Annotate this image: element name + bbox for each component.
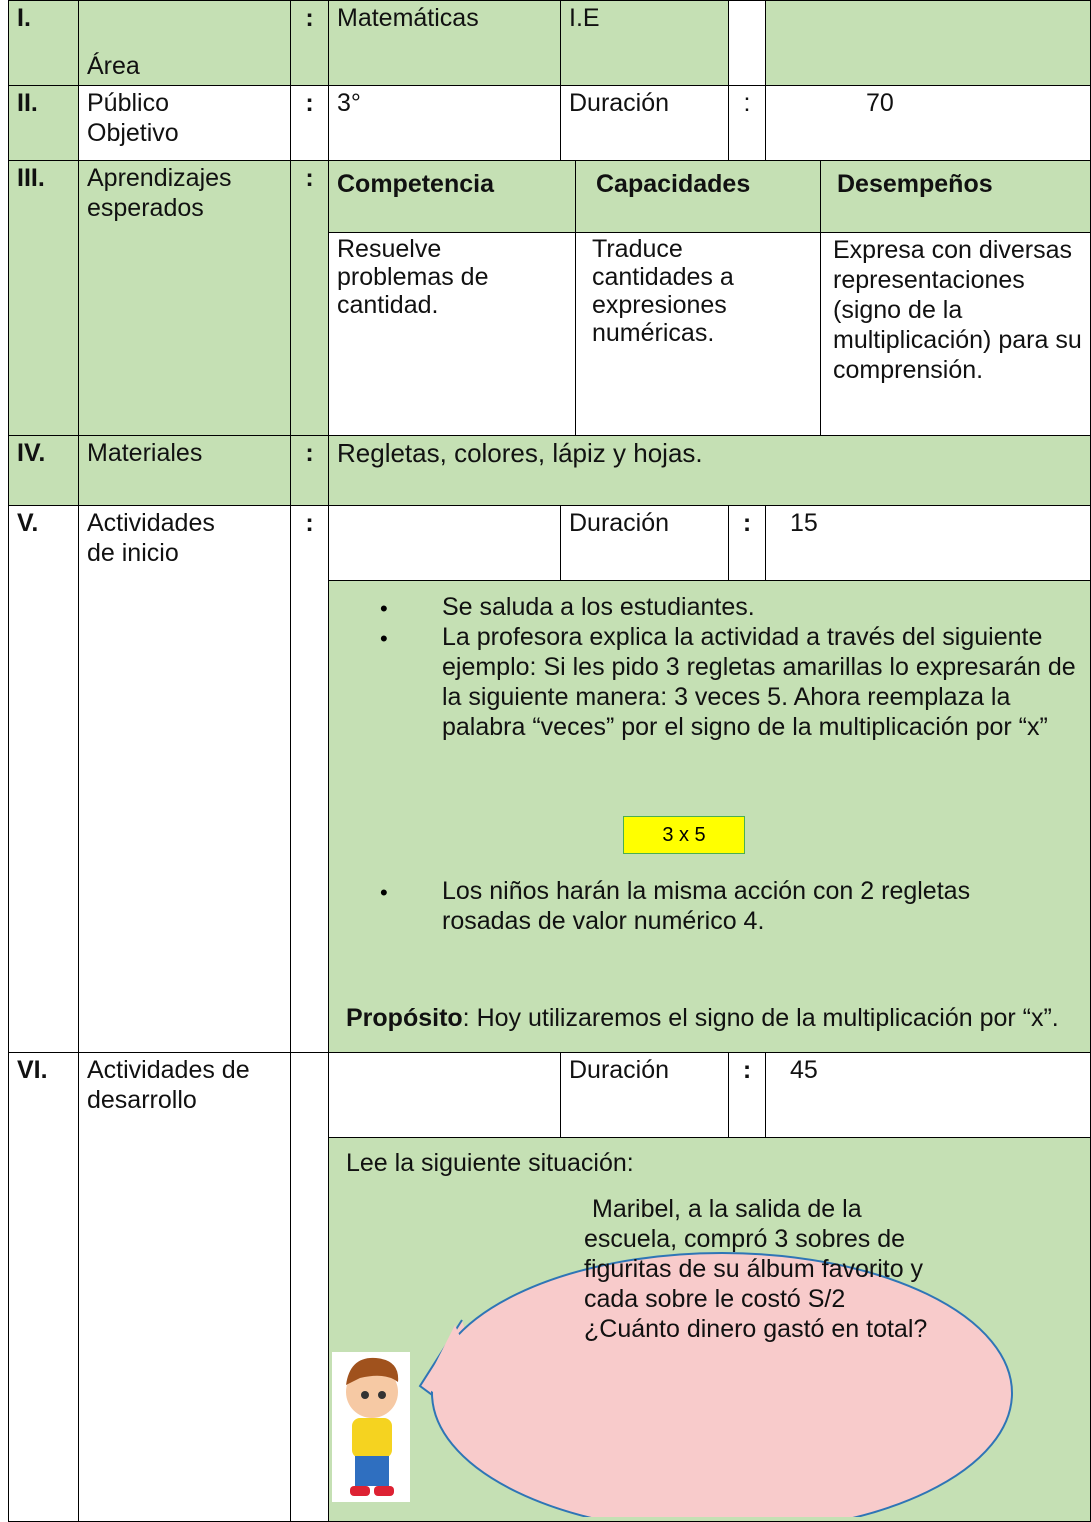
purpose-label: Propósito [346,1004,463,1032]
cell [328,1052,561,1138]
row-label: Actividades de inicio [78,505,291,1053]
highlight-box: 3 x 5 [623,816,745,854]
intro-text: Lee la siguiente situación: [346,1149,634,1177]
colon [290,1052,329,1522]
row-number: III. [8,160,79,436]
cell: Resuelve problemas de cantidad. [328,232,576,436]
header-cell: Competencia [328,160,576,233]
cell: Duración [560,505,729,581]
bullet: • [380,596,388,621]
row-number: V. [8,505,79,1053]
colon: : [290,0,329,86]
purpose: Propósito: Hoy utilizaremos el signo de … [346,1002,1086,1035]
speech-bubble [431,1252,1013,1517]
cell: : [728,505,766,581]
row-number: VI. [8,1052,79,1522]
row-label: Área [78,0,291,86]
bullet-text: Se saluda a los estudiantes. [442,593,755,621]
cell: 3° [328,85,561,161]
bullet-text: La profesora explica la actividad a trav… [442,623,1076,741]
bullet: • [380,626,388,651]
bullet: • [380,880,388,905]
cell: : [728,1052,766,1138]
cell: Duración [560,85,729,161]
purpose-text: : Hoy utilizaremos el signo de la multip… [462,1004,1059,1032]
cell: Duración [560,1052,729,1138]
cell: Regletas, colores, lápiz y hojas. [328,435,1091,506]
cell: 45 [765,1052,1091,1138]
cell: Traduce cantidades a expresiones numéric… [575,232,821,436]
bullet-text: Los niños harán la misma acción con 2 re… [442,877,971,935]
boy-figure [332,1352,410,1502]
row-label: Materiales [78,435,291,506]
cell: Expresa con diversas representaciones (s… [820,232,1091,436]
row-label: Aprendizajes esperados [78,160,291,436]
cell: 15 [765,505,1091,581]
row-label: Público Objetivo [78,85,291,161]
header-cell: Desempeños [820,160,1091,233]
row-number: I. [8,0,79,86]
header-cell: Capacidades [575,160,821,233]
row-label: Actividades de desarrollo [78,1052,291,1522]
bubble-text: Maribel, a la salida de la escuela, comp… [584,1195,928,1343]
colon: : [290,505,329,1053]
row-number: IV. [8,435,79,506]
